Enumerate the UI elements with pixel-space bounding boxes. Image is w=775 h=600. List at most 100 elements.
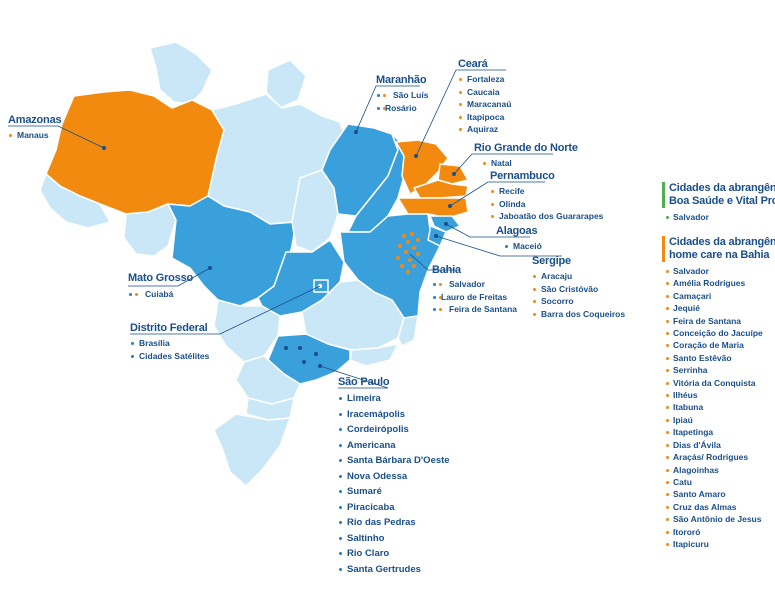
city-item: Brasília (130, 337, 209, 350)
state-rs (213, 413, 291, 487)
label-amazonas: Amazonas Manaus (8, 114, 62, 142)
city-item: Salvador (432, 278, 517, 291)
state-title-sergipe: Sergipe (532, 255, 571, 267)
legend-home-care: Cidades da abrangência home care na Bahi… (662, 236, 775, 550)
legend-item: Camaçari (662, 290, 775, 302)
city-list-df: Brasília Cidades Satélites (130, 337, 209, 362)
city-item: Rio das Pedras (338, 515, 450, 531)
city-item: Recife (490, 185, 603, 198)
city-list-amazonas: Manaus (8, 129, 61, 142)
marker-sp-2 (298, 346, 302, 350)
state-title-rgn: Rio Grande do Norte (474, 142, 578, 154)
state-title-ceara: Ceará (458, 58, 488, 70)
legend-item: Alagoinhas (662, 464, 775, 476)
city-list-ceara: Fortaleza Caucaia Maracanaú Itapipoca Aq… (458, 73, 511, 136)
marker-sp-3 (314, 352, 318, 356)
city-list-pernambuco: Recife Olinda Jaboatão dos Guararapes (490, 185, 603, 223)
city-item: Limeira (338, 391, 450, 407)
city-item: Cordeirópolis (338, 422, 450, 438)
legend-item: Cruz das Almas (662, 501, 775, 513)
city-item: Maracanaú (458, 98, 511, 111)
label-alagoas: Alagoas Maceió (496, 225, 542, 253)
legend-item: Catu (662, 476, 775, 488)
legend-item: Itapetinga (662, 426, 775, 438)
city-item: São Cristóvão (532, 283, 625, 296)
label-maranhao: Maranhão São Luís Rosário (376, 74, 428, 114)
legend-item: Araçás/ Rodrigues (662, 451, 775, 463)
city-item: Natal (482, 157, 578, 170)
city-item: Aracaju (532, 270, 625, 283)
legend-item: Serrinha (662, 364, 775, 376)
state-ms (213, 299, 281, 363)
label-rgn: Rio Grande do Norte Natal (474, 142, 578, 170)
legend-item: Feira de Santana (662, 315, 775, 327)
legend-item: São Antônio de Jesus (662, 513, 775, 525)
city-item: Jaboatão dos Guararapes (490, 210, 603, 223)
legend-title-home-care: Cidades da abrangência home care na Bahi… (662, 236, 775, 262)
legend-item: Amélia Rodrigues (662, 277, 775, 289)
city-list-sao-paulo: Limeira Iracemápolis Cordeirópolis Ameri… (338, 391, 450, 577)
label-mato-grosso: Mato Grosso Cuiabá (128, 272, 193, 301)
legend-item: Salvador (662, 265, 775, 277)
city-list-maranhao: São Luís Rosário (376, 89, 428, 114)
city-item: Sumaré (338, 484, 450, 500)
state-title-amazonas: Amazonas (8, 114, 62, 126)
city-item: Manaus (8, 129, 61, 142)
legend-item: Coração de Maria (662, 339, 775, 351)
legend-list-home-care: Salvador Amélia Rodrigues Camaçari Jequi… (662, 265, 775, 550)
legend-boa-saude: Cidades da abrangência Boa Saúde e Vital… (662, 182, 775, 223)
city-item: Maceió (504, 240, 542, 253)
city-item: Olinda (490, 198, 603, 211)
label-pernambuco: Pernambuco Recife Olinda Jaboatão dos Gu… (490, 170, 603, 223)
city-item: Fortaleza (458, 73, 511, 86)
legend-item: Salvador (662, 211, 775, 223)
legend-item: Itapicuru (662, 538, 775, 550)
city-item: Santa Bárbara D'Oeste (338, 453, 450, 469)
state-amapa (265, 59, 307, 109)
state-title-df: Distrito Federal (130, 322, 208, 334)
state-title-mato-grosso: Mato Grosso (128, 272, 194, 284)
bahia-homecare-markers (396, 232, 420, 274)
city-item: Socorro (532, 295, 625, 308)
state-title-bahia: Bahia (432, 264, 461, 276)
legend-list-boa-saude: Salvador (662, 211, 775, 223)
legend-item: Ilhéus (662, 389, 775, 401)
label-sergipe: Sergipe Aracaju São Cristóvão Socorro Ba… (532, 255, 625, 320)
legend-title-boa-saude: Cidades da abrangência Boa Saúde e Vital… (662, 182, 775, 208)
legend-item: Ipiaú (662, 414, 775, 426)
city-list-rgn: Natal (482, 157, 578, 170)
marker-sp-1 (284, 346, 288, 350)
city-markers (102, 130, 456, 368)
city-item: Feira de Santana (432, 303, 517, 316)
city-item: Iracemápolis (338, 407, 450, 423)
legend-item: Dias d'Ávila (662, 439, 775, 451)
city-item: Lauro de Freitas (432, 291, 517, 304)
state-ceara (395, 139, 449, 195)
marker-sp-4 (302, 360, 306, 364)
city-item: Cuiabá (128, 288, 193, 301)
city-item: Aquiraz (458, 123, 511, 136)
state-title-pernambuco: Pernambuco (490, 170, 555, 182)
legend-item: Santo Amaro (662, 488, 775, 500)
legend-item: Itabuna (662, 401, 775, 413)
state-title-maranhao: Maranhão (376, 74, 427, 86)
city-item: Rosário (376, 102, 428, 115)
city-item: Cidades Satélites (130, 350, 209, 363)
legend-item: Vitória da Conquista (662, 377, 775, 389)
city-item: Itapipoca (458, 111, 511, 124)
city-list-alagoas: Maceió (504, 240, 542, 253)
state-roraima (149, 41, 213, 105)
city-item: São Luís (376, 89, 428, 102)
city-item: Barra dos Coqueiros (532, 308, 625, 321)
leader-lines (8, 69, 562, 389)
legend-item: Itororó (662, 526, 775, 538)
state-title-alagoas: Alagoas (496, 225, 538, 237)
city-item: Caucaia (458, 86, 511, 99)
city-list-mato-grosso: Cuiabá (128, 288, 193, 301)
city-list-sergipe: Aracaju São Cristóvão Socorro Barra dos … (532, 270, 625, 320)
label-df: Distrito Federal Brasília Cidades Satéli… (130, 322, 209, 362)
state-acre (39, 173, 111, 229)
label-ceara: Ceará Fortaleza Caucaia Maracanaú Itapip… (458, 58, 511, 136)
label-bahia: Bahia Salvador Lauro de Freitas Feira de… (432, 264, 517, 316)
